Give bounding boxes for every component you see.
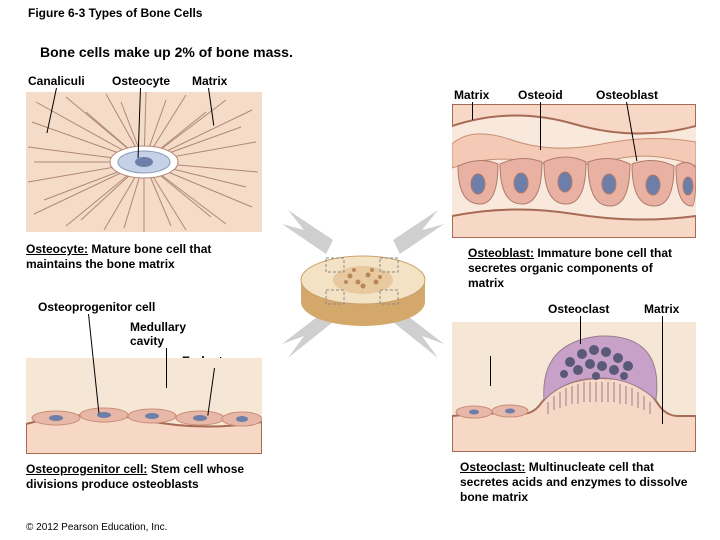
caption-osteoclast-term: Osteoclast:: [460, 460, 525, 474]
label-osteoclast: Osteoclast: [548, 302, 609, 316]
copyright: © 2012 Pearson Education, Inc.: [26, 522, 167, 533]
label-osteoblast: Osteoblast: [596, 88, 658, 102]
panel-osteoblast: [452, 104, 696, 238]
label-matrix-br: Matrix: [644, 302, 679, 316]
label-matrix-tr: Matrix: [454, 88, 489, 102]
caption-osteocyte: Osteocyte: Mature bone cell that maintai…: [26, 242, 236, 272]
label-osteoprogenitor: Osteoprogenitor cell: [38, 300, 155, 314]
panel-osteoprogenitor: [26, 358, 262, 454]
caption-osteocyte-term: Osteocyte:: [26, 242, 88, 256]
leader-medullary-r: [490, 356, 491, 386]
leader-osteoid: [540, 102, 541, 150]
caption-osteoclast: Osteoclast: Multinucleate cell that secr…: [460, 460, 690, 505]
leader-matrix-tr: [472, 102, 473, 120]
caption-osteoblast: Osteoblast: Immature bone cell that secr…: [468, 246, 680, 291]
leader-medullary-l: [166, 348, 167, 388]
caption-osteoblast-term: Osteoblast:: [468, 246, 534, 260]
label-osteocyte: Osteocyte: [112, 74, 170, 88]
panel-center-bone: [278, 210, 448, 360]
label-medullary-l: Medullary cavity: [130, 320, 186, 348]
panel-osteocyte: [26, 92, 262, 232]
caption-osteoprogenitor-term: Osteoprogenitor cell:: [26, 462, 147, 476]
caption-osteoprogenitor: Osteoprogenitor cell: Stem cell whose di…: [26, 462, 276, 492]
leader-osteoclast: [580, 316, 581, 344]
figure-subtitle: Bone cells make up 2% of bone mass.: [40, 44, 293, 60]
leader-matrix-br: [662, 316, 663, 424]
label-matrix-tl: Matrix: [192, 74, 227, 88]
panel-osteoclast: [452, 322, 696, 452]
label-osteoid: Osteoid: [518, 88, 563, 102]
label-canaliculi: Canaliculi: [28, 74, 85, 88]
figure-title: Figure 6-3 Types of Bone Cells: [28, 6, 202, 20]
